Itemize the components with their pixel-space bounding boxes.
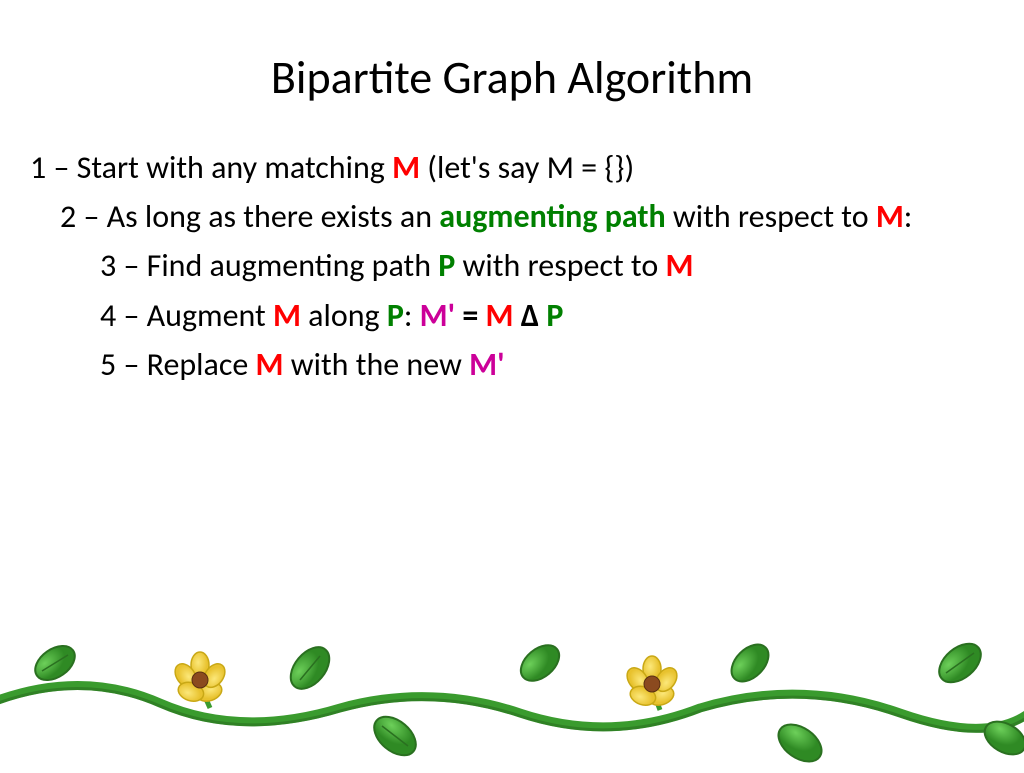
slide-content: 1 – Start with any matching M (let's say… [30, 146, 994, 386]
text: along [301, 296, 387, 335]
var-m: M [392, 148, 420, 187]
var-m: M [665, 246, 693, 285]
step-2: 2 – As long as there exists an augmentin… [30, 195, 994, 238]
var-mp: M' [420, 296, 463, 335]
slide: Bipartite Graph Algorithm 1 – Start with… [0, 0, 1024, 768]
text: with the new [284, 345, 470, 384]
text: 3 – Find augmenting path [100, 246, 438, 285]
var-m: M [486, 296, 521, 335]
leaf-icon [772, 717, 829, 768]
text: : [404, 296, 420, 335]
text: 2 – As long as there exists an [60, 197, 439, 236]
var-m: M [876, 197, 904, 236]
flower-icon [171, 652, 230, 708]
leaf-icon [514, 638, 566, 688]
text: 5 – Replace [100, 345, 256, 384]
vine-svg [0, 608, 1024, 768]
leaf-icon [932, 636, 988, 690]
leaf-icon [367, 709, 423, 763]
var-m: M [256, 345, 284, 384]
delta: Δ [521, 296, 547, 335]
leaf-icon [29, 639, 81, 687]
var-p: P [438, 246, 455, 285]
text: with respect to [455, 246, 665, 285]
text: (let's say M = {}) [420, 148, 634, 187]
var-p: P [546, 296, 563, 335]
var-m: M [273, 296, 301, 335]
leaf-icon [283, 640, 337, 696]
text: : [904, 197, 913, 236]
leaf-icon [725, 638, 776, 689]
step-3: 3 – Find augmenting path P with respect … [30, 244, 994, 287]
var-mp: M' [469, 345, 504, 384]
decorative-vine [0, 608, 1024, 768]
text: with respect to [666, 197, 876, 236]
text: 4 – Augment [100, 296, 273, 335]
text: 1 – Start with any matching [30, 148, 392, 187]
eq: = [462, 296, 485, 335]
var-p: P [387, 296, 404, 335]
slide-title: Bipartite Graph Algorithm [30, 50, 994, 106]
step-4: 4 – Augment M along P: M' = M Δ P [30, 294, 994, 337]
step-5: 5 – Replace M with the new M' [30, 343, 994, 386]
step-1: 1 – Start with any matching M (let's say… [30, 146, 994, 189]
term-augmenting-path: augmenting path [439, 197, 665, 236]
flower-icon [623, 656, 682, 710]
